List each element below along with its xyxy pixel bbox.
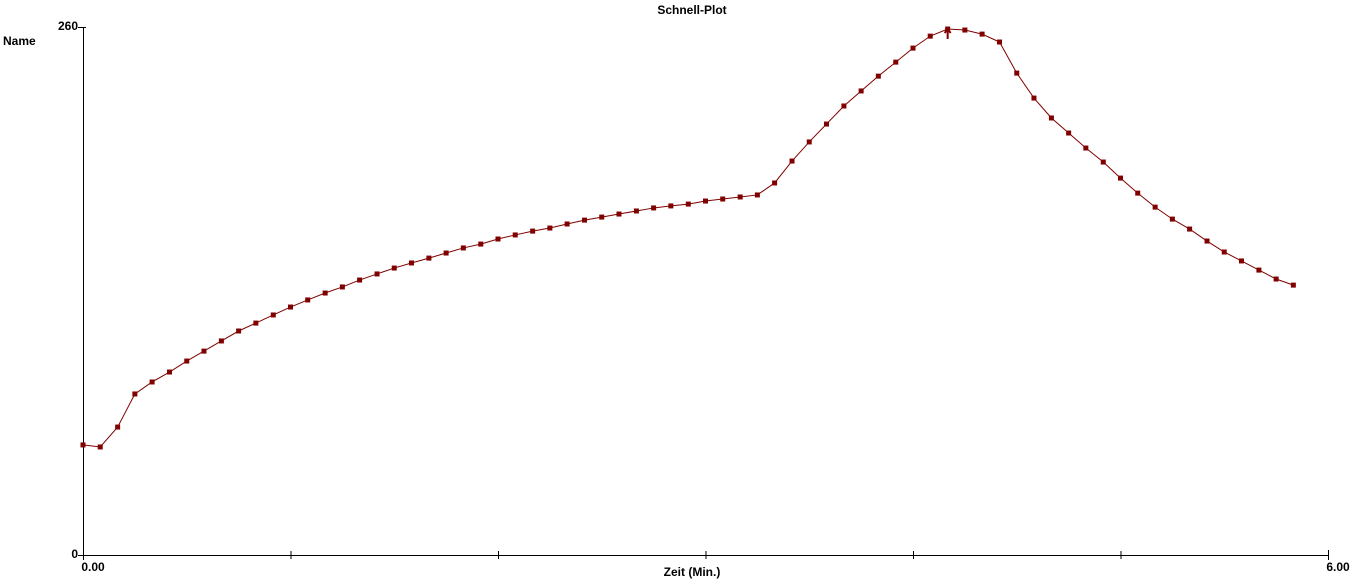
data-point [737, 194, 743, 200]
data-point [374, 271, 380, 277]
data-point [339, 284, 345, 290]
data-point [1048, 115, 1054, 121]
data-point [841, 103, 847, 109]
data-point [530, 228, 536, 234]
data-point [1290, 282, 1296, 288]
data-point [633, 208, 639, 214]
data-point [685, 201, 691, 207]
data-point [997, 39, 1003, 45]
data-point [305, 297, 311, 303]
data-point [1256, 267, 1262, 273]
data-point [962, 27, 968, 33]
data-point [460, 245, 466, 251]
data-point [927, 33, 933, 39]
data-point [1118, 175, 1123, 181]
data-point [893, 59, 899, 65]
data-point [408, 260, 414, 266]
data-point [357, 277, 363, 283]
data-point [1238, 258, 1244, 264]
x-tick-label: 0.00 [81, 560, 105, 574]
data-point [1031, 95, 1037, 101]
data-point [1066, 130, 1072, 136]
data-point [115, 424, 121, 430]
data-point [754, 192, 760, 198]
y-axis-label: Name [3, 34, 36, 48]
data-point [703, 198, 708, 204]
data-point [720, 196, 726, 202]
data-point [391, 265, 397, 271]
data-point [1100, 159, 1106, 165]
data-point [97, 444, 103, 450]
data-point [253, 320, 259, 326]
data-point [547, 225, 553, 231]
data-point [1204, 238, 1210, 244]
data-point [149, 379, 155, 385]
data-point [167, 369, 173, 375]
data-point [806, 139, 812, 145]
data-point [858, 88, 864, 94]
y-tick-label: 0 [71, 547, 78, 561]
data-point [823, 121, 829, 127]
data-point [651, 205, 657, 211]
data-point [564, 221, 570, 227]
data-point [1273, 276, 1279, 282]
data-point [426, 255, 432, 261]
data-point [184, 358, 190, 364]
data-point [132, 391, 138, 397]
data-point [599, 214, 605, 220]
data-point [616, 211, 622, 217]
data-point [1169, 216, 1175, 222]
data-point [201, 348, 207, 354]
data-point [288, 304, 293, 310]
data-point [322, 290, 328, 296]
data-point [478, 241, 484, 247]
data-point [1221, 249, 1227, 255]
data-point [236, 328, 242, 334]
x-tick-label: 6.00 [1326, 560, 1350, 574]
data-point [270, 312, 276, 318]
chart-title: Schnell-Plot [657, 3, 726, 17]
data-point [1152, 204, 1158, 210]
data-point [582, 217, 588, 223]
data-point [512, 232, 518, 238]
data-point [218, 338, 224, 344]
data-point [1014, 70, 1020, 76]
data-point [495, 236, 501, 242]
data-point [668, 203, 674, 209]
data-point [80, 442, 86, 448]
data-point [1135, 190, 1141, 196]
y-tick-label: 260 [58, 19, 78, 33]
data-point [789, 158, 795, 164]
x-axis-label: Zeit (Min.) [664, 565, 721, 579]
data-point [1187, 226, 1193, 232]
data-point [1083, 145, 1089, 151]
data-point [979, 31, 985, 37]
data-point [443, 250, 449, 256]
data-point [910, 45, 916, 51]
data-point [772, 180, 778, 186]
data-point [875, 73, 881, 79]
peak-marker [943, 27, 952, 40]
